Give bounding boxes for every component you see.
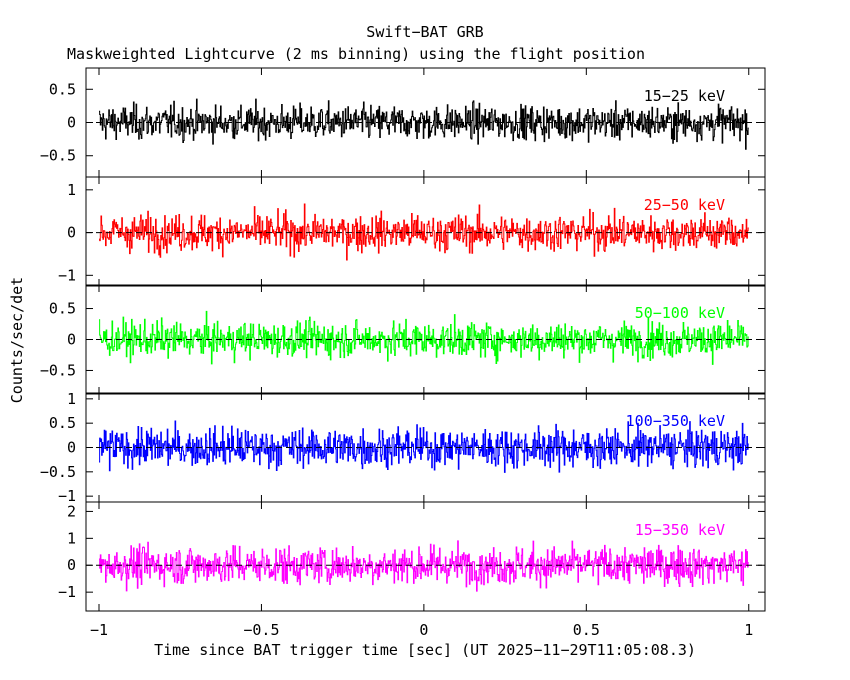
series-line-2	[99, 310, 749, 365]
band-label: 15−350 keV	[635, 521, 725, 539]
x-axis-label: Time since BAT trigger time [sec] (UT 20…	[154, 641, 696, 659]
ytick-label: 2	[67, 502, 76, 520]
band-label: 25−50 keV	[644, 196, 725, 214]
ytick-label: −1	[58, 487, 76, 505]
ytick-label: 0	[67, 556, 76, 574]
ytick-label: 0	[67, 224, 76, 242]
panel-frame-4	[85, 501, 766, 612]
xtick-label: −1	[90, 621, 108, 639]
series-line-1	[99, 203, 749, 261]
ytick-label: −1	[58, 583, 76, 601]
ytick-label: −0.5	[40, 463, 76, 481]
ytick-label: 1	[67, 529, 76, 547]
ytick-label: −0.5	[40, 147, 76, 165]
chart-subtitle: Maskweighted Lightcurve (2 ms binning) u…	[67, 45, 645, 63]
series-line-3	[99, 420, 749, 473]
ytick-label: 1	[67, 181, 76, 199]
ytick-label: −1	[58, 266, 76, 284]
xtick-label: −0.5	[243, 621, 279, 639]
ytick-label: −0.5	[40, 361, 76, 379]
ytick-label: 0.5	[49, 300, 76, 318]
band-label: 15−25 keV	[644, 87, 725, 105]
ytick-label: 0	[67, 114, 76, 132]
panels-group: −0.5 0 0.5 15−25 keV −1 0 1 25−50 keV −0.5 0 0.5 50…	[40, 67, 766, 639]
xtick-label: 1	[744, 621, 753, 639]
ytick-label: 0	[67, 439, 76, 457]
panel-frame-1	[85, 176, 766, 287]
y-axis-label: Counts/sec/det	[8, 277, 26, 403]
series-line-4	[99, 540, 749, 592]
xtick-label: 0.5	[573, 621, 600, 639]
ytick-label: 0.5	[49, 414, 76, 432]
ytick-label: 1	[67, 390, 76, 408]
ytick-label: 0.5	[49, 80, 76, 98]
xtick-label: 0	[419, 621, 428, 639]
band-label: 100−350 keV	[626, 412, 725, 430]
ytick-label: 0	[67, 331, 76, 349]
chart-title: Swift−BAT GRB	[366, 23, 483, 41]
band-label: 50−100 keV	[635, 304, 725, 322]
series-line-0	[99, 98, 749, 150]
